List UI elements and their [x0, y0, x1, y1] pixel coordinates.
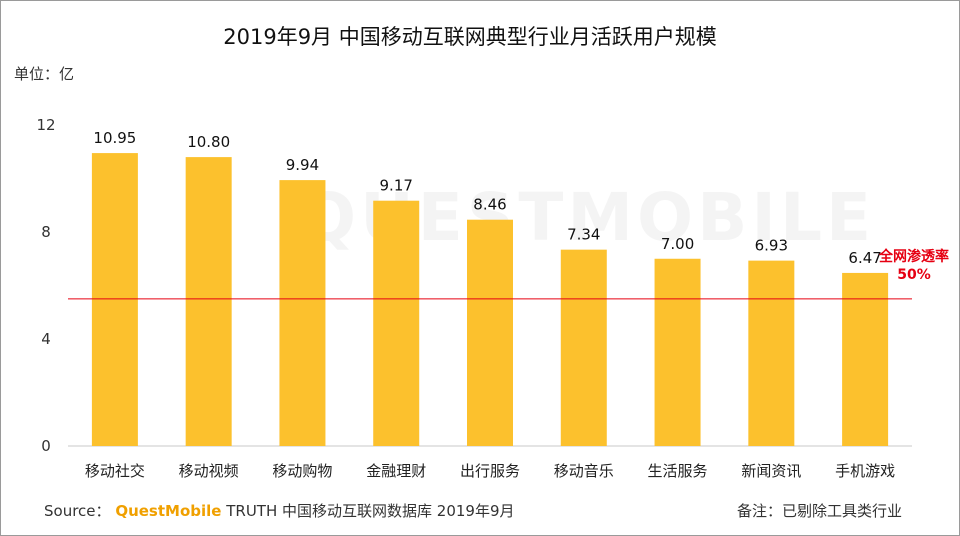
category-label: 新闻资讯: [741, 462, 801, 480]
bar-value-label: 9.94: [286, 156, 319, 174]
unit-label: 单位：亿: [14, 65, 74, 83]
y-tick-label: 8: [41, 223, 51, 241]
bar: [654, 258, 701, 446]
bar-value-label: 8.46: [473, 196, 506, 214]
bar: [748, 260, 795, 446]
bar-value-label: 10.95: [93, 129, 136, 147]
category-label: 移动购物: [272, 462, 332, 480]
bar: [279, 180, 326, 447]
chart-title: 2019年9月 中国移动互联网典型行业月活跃用户规模: [223, 25, 716, 49]
source-note: Source： QuestMobile TRUTH 中国移动互联网数据库 201…: [44, 500, 515, 521]
footer-remark: 备注：已剔除工具类行业: [736, 502, 902, 520]
bars-group: 10.95 移动社交 10.80 移动视频 9.94 移动购物 9.17 金融理财 8.46 出行…: [85, 129, 895, 480]
bar: [185, 157, 232, 446]
reference-line-group: 全网渗透率 50%: [68, 248, 949, 300]
bar-value-label: 6.93: [755, 237, 788, 255]
penetration-label: 全网渗透率: [878, 248, 949, 265]
source-prefix: Source：: [44, 502, 111, 520]
bar-value-label: 9.17: [380, 177, 413, 195]
bar-value-label: 6.47: [848, 249, 881, 267]
category-label: 手机游戏: [835, 462, 895, 480]
y-tick-label: 12: [36, 116, 55, 134]
category-label: 移动音乐: [554, 462, 614, 480]
bar: [467, 219, 513, 446]
brand-name: QuestMobile: [115, 502, 222, 520]
category-label: 移动视频: [179, 462, 239, 480]
source-text: TRUTH 中国移动互联网数据库 2019年9月: [226, 502, 515, 520]
category-label: 生活服务: [648, 462, 708, 480]
category-label: 出行服务: [460, 462, 520, 480]
y-tick-label: 4: [41, 330, 51, 348]
category-label: 移动社交: [85, 462, 145, 480]
bar: [560, 249, 607, 446]
bar-value-label: 10.80: [187, 133, 230, 151]
y-axis-ticks: 0 4 8 12: [36, 116, 55, 455]
bar-value-label: 7.00: [661, 235, 694, 253]
penetration-value: 50%: [897, 267, 931, 283]
bar: [842, 272, 889, 446]
bar: [91, 153, 138, 446]
bar: [373, 200, 420, 446]
y-tick-label: 0: [41, 437, 51, 455]
category-label: 金融理财: [366, 462, 426, 480]
bar-value-label: 7.34: [567, 226, 600, 244]
